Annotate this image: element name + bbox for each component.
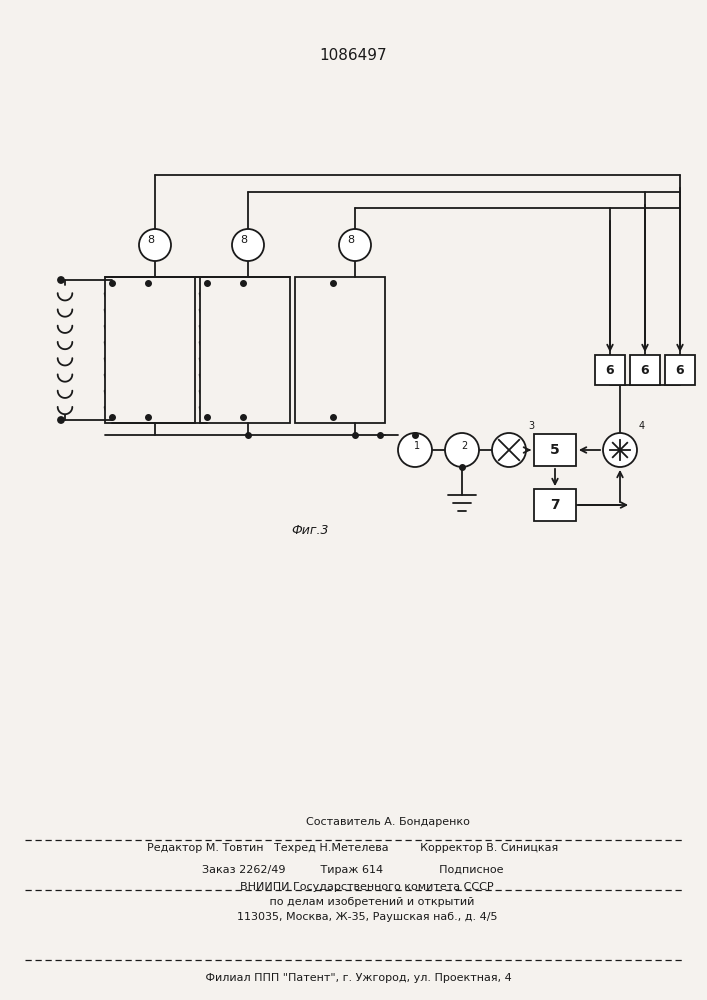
Text: 4: 4 <box>639 421 645 431</box>
Bar <box>534 489 576 521</box>
Text: 8: 8 <box>240 235 247 245</box>
Circle shape <box>603 433 637 467</box>
Text: Фиг.3: Фиг.3 <box>291 524 329 536</box>
Text: 7: 7 <box>550 498 560 512</box>
Text: 1086497: 1086497 <box>319 47 387 62</box>
Text: Филиал ППП "Патент", г. Ужгород, ул. Проектная, 4: Филиал ППП "Патент", г. Ужгород, ул. Про… <box>194 973 511 983</box>
Text: 5: 5 <box>550 443 560 457</box>
Circle shape <box>492 433 526 467</box>
Text: 6: 6 <box>676 363 684 376</box>
Text: 2: 2 <box>461 441 467 451</box>
Text: 6: 6 <box>606 363 614 376</box>
Text: Составитель А. Бондаренко: Составитель А. Бондаренко <box>236 817 470 827</box>
Bar <box>295 277 385 423</box>
Circle shape <box>139 229 171 261</box>
Text: Заказ 2262/49          Тираж 614                Подписное: Заказ 2262/49 Тираж 614 Подписное <box>202 865 504 875</box>
Text: 6: 6 <box>641 363 649 376</box>
Text: 8: 8 <box>347 235 355 245</box>
Circle shape <box>58 277 64 283</box>
Text: Редактор М. Товтин   Техред Н.Метелева         Корректор В. Синицкая: Редактор М. Товтин Техред Н.Метелева Кор… <box>147 843 559 853</box>
Bar <box>105 277 195 423</box>
Text: 8: 8 <box>148 235 155 245</box>
Text: ВНИИПИ Государственного комитета СССР: ВНИИПИ Государственного комитета СССР <box>212 882 493 892</box>
Bar <box>534 434 576 466</box>
Text: по делам изобретений и открытий: по делам изобретений и открытий <box>231 897 474 907</box>
Bar <box>595 355 625 385</box>
Bar <box>665 355 695 385</box>
Circle shape <box>232 229 264 261</box>
Bar <box>630 355 660 385</box>
Bar <box>200 277 290 423</box>
Text: 113035, Москва, Ж-35, Раушская наб., д. 4/5: 113035, Москва, Ж-35, Раушская наб., д. … <box>209 912 497 922</box>
Text: 1: 1 <box>414 441 420 451</box>
Circle shape <box>445 433 479 467</box>
Circle shape <box>339 229 371 261</box>
Circle shape <box>58 417 64 423</box>
Text: 3: 3 <box>528 421 534 431</box>
Circle shape <box>398 433 432 467</box>
